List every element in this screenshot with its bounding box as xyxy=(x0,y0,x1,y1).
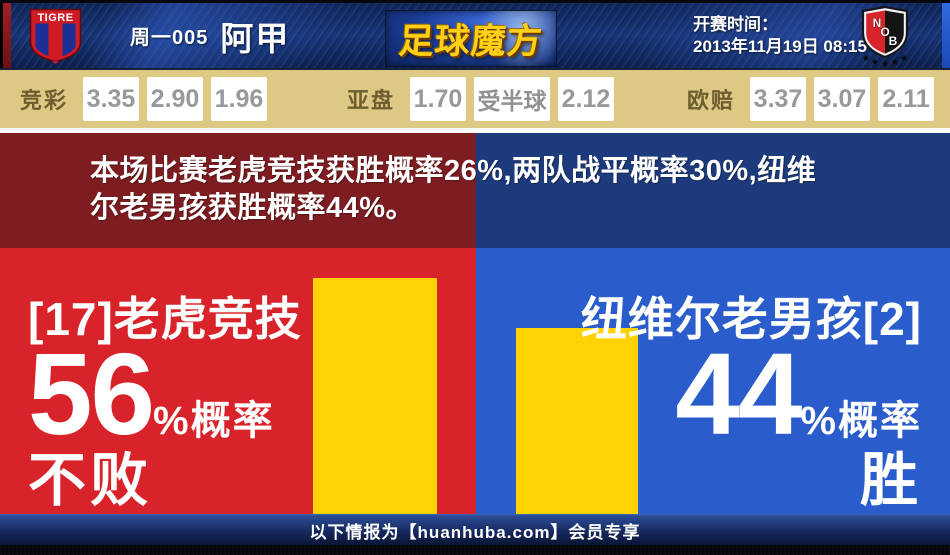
odds-value-jingcai-away: 1.96 xyxy=(211,77,268,121)
kickoff-time-block: 开赛时间： 2013年11月19日 08:15 xyxy=(693,14,867,58)
home-badge-text: TIGRE xyxy=(37,12,73,24)
brand-logo-panel: 足球魔方 xyxy=(385,10,557,67)
league-name: 阿甲 xyxy=(220,19,291,57)
top-divider xyxy=(0,0,950,3)
away-probability-row: 44 %概率 xyxy=(675,336,922,452)
away-outcome-label: 胜 xyxy=(859,448,922,513)
right-edge-blue-stripe xyxy=(942,3,950,68)
away-team-name: 纽维尔老男孩[2] xyxy=(580,293,922,345)
match-info: 周一005 阿甲 xyxy=(130,3,290,68)
footer-bar: 以下情报为【huanhuba.com】会员专享 xyxy=(0,514,950,545)
home-probability-bar xyxy=(313,278,437,514)
away-badge-letter-n: N xyxy=(873,16,882,30)
kickoff-label: 开赛时间： xyxy=(693,15,778,34)
left-edge-black xyxy=(0,3,3,68)
summary-line-2: 尔老男孩获胜概率44%。 xyxy=(90,192,416,224)
odds-group-oupei: 欧赔 3.37 3.07 2.11 xyxy=(687,70,935,128)
odds-group-jingcai: 竞彩 3.35 2.90 1.96 xyxy=(20,70,268,128)
odds-bar: 竞彩 3.35 2.90 1.96 亚盘 1.70 受半球 2.12 欧赔 3.… xyxy=(0,68,950,128)
summary-line-1: 本场比赛老虎竞技获胜概率26%,两队战平概率30%,纽维 xyxy=(90,155,817,187)
away-summary-band xyxy=(476,133,950,248)
bottom-divider xyxy=(0,545,950,555)
away-probability-number: 44 xyxy=(675,329,802,459)
header: TIGRE 周一005 阿甲 足球魔方 开赛时间： 2013年11月19日 08… xyxy=(0,3,950,68)
odds-value-oupei-away: 2.11 xyxy=(878,77,935,121)
home-team-panel: [17]老虎竞技 56 %概率 不败 xyxy=(0,133,476,514)
odds-label-jingcai: 竞彩 xyxy=(20,88,69,113)
home-probability-suffix: %概率 xyxy=(153,399,275,443)
odds-value-yapan-handicap: 受半球 xyxy=(474,77,551,121)
odds-group-yapan: 亚盘 1.70 受半球 2.12 xyxy=(347,70,615,128)
away-team-panel: 纽维尔老男孩[2] 44 %概率 胜 xyxy=(476,133,950,514)
away-probability-bar xyxy=(516,328,638,514)
match-code: 周一005 xyxy=(130,27,209,49)
footer-text: 以下情报为【huanhuba.com】会员专享 xyxy=(309,522,641,542)
home-probability-row: 56 %概率 xyxy=(28,336,275,452)
left-edge-red-stripe xyxy=(3,3,11,68)
match-summary-text: 本场比赛老虎竞技获胜概率26%,两队战平概率30%,纽维 尔老男孩获胜概率44%… xyxy=(90,153,935,227)
home-summary-band xyxy=(0,133,476,248)
home-probability-number: 56 xyxy=(28,329,155,459)
away-team-badge-nob-icon: N O B xyxy=(861,5,909,67)
odds-label-yapan: 亚盘 xyxy=(347,88,396,113)
odds-value-jingcai-home: 3.35 xyxy=(83,77,140,121)
odds-label-oupei: 欧赔 xyxy=(687,88,736,113)
odds-value-jingcai-draw: 2.90 xyxy=(147,77,204,121)
odds-value-oupei-home: 3.37 xyxy=(750,77,807,121)
brand-logo-text: 足球魔方 xyxy=(397,22,545,61)
prediction-panel: [17]老虎竞技 56 %概率 不败 纽维尔老男孩[2] 44 %概率 胜 本场… xyxy=(0,133,950,514)
away-probability-suffix: %概率 xyxy=(800,399,922,443)
home-team-badge-tigre-icon: TIGRE xyxy=(29,8,82,64)
kickoff-datetime: 2013年11月19日 08:15 xyxy=(693,37,867,56)
separator-line xyxy=(0,128,950,133)
home-team-name: [17]老虎竞技 xyxy=(28,293,302,345)
odds-value-oupei-draw: 3.07 xyxy=(814,77,871,121)
home-outcome-label: 不败 xyxy=(28,448,153,513)
odds-value-yapan-away: 2.12 xyxy=(558,77,615,121)
odds-value-yapan-home: 1.70 xyxy=(410,77,467,121)
away-badge-letter-o: O xyxy=(880,25,889,39)
away-badge-letter-b: B xyxy=(889,34,898,48)
